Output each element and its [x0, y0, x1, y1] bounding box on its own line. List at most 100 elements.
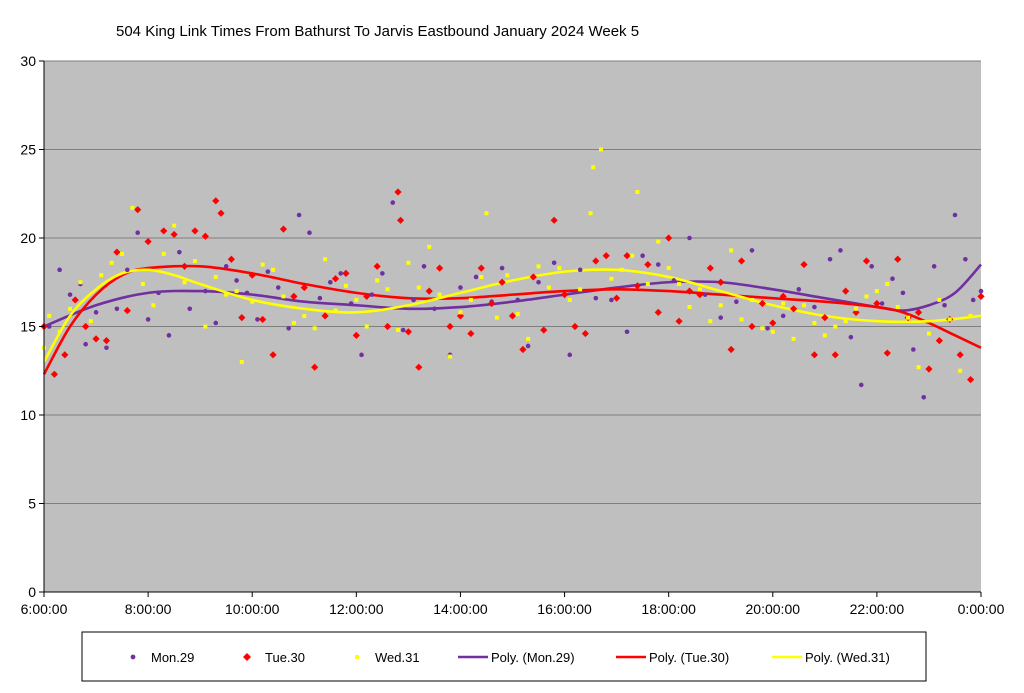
legend-item-mon: Mon.29	[130, 650, 194, 665]
data-point-wed-31	[172, 223, 177, 228]
data-point-wed-31	[874, 289, 879, 294]
data-point-tue-30	[966, 376, 975, 384]
data-point-tue-30	[925, 365, 933, 373]
data-point-tue-30	[180, 262, 189, 270]
data-point-tue-30	[842, 287, 850, 295]
data-point-mon-29	[577, 267, 583, 273]
legend-item-wed: Wed.31	[355, 650, 420, 665]
data-point-mon-29	[687, 235, 692, 241]
data-point-tue-30	[779, 292, 787, 301]
data-point-wed-31	[864, 294, 869, 299]
data-point-tue-30	[467, 329, 475, 338]
data-point-wed-31	[666, 266, 671, 271]
data-point-wed-31	[468, 297, 473, 302]
data-point-tue-30	[134, 206, 142, 214]
data-point-mon-29	[432, 306, 437, 312]
data-point-wed-31	[718, 303, 723, 308]
data-point-tue-30	[123, 306, 131, 315]
data-point-mon-29	[317, 295, 323, 301]
data-point-wed-31	[448, 354, 453, 359]
data-point-tue-30	[50, 370, 59, 378]
data-point-tue-30	[560, 291, 569, 299]
data-point-tue-30	[488, 299, 496, 308]
legend-marker-mon	[130, 654, 136, 660]
data-point-wed-31	[802, 303, 807, 308]
data-point-tue-30	[373, 262, 381, 270]
data-point-mon-29	[640, 253, 645, 258]
data-point-wed-31	[854, 306, 859, 311]
data-point-wed-31	[968, 313, 973, 318]
x-tick-label: 8:00:00	[125, 601, 172, 617]
data-point-mon-29	[780, 313, 786, 319]
data-point-mon-29	[156, 290, 161, 296]
data-point-wed-31	[677, 282, 682, 287]
data-point-wed-31	[250, 299, 255, 304]
data-point-tue-30	[540, 326, 548, 334]
data-point-mon-29	[931, 264, 937, 269]
x-tick-label: 18:00:00	[641, 601, 696, 617]
data-point-wed-31	[192, 259, 197, 264]
data-point-tue-30	[396, 216, 405, 224]
data-point-wed-31	[354, 297, 359, 302]
data-point-wed-31	[505, 273, 510, 278]
data-point-mon-29	[348, 301, 354, 306]
data-point-mon-29	[838, 248, 843, 253]
x-tick-label: 22:00:00	[850, 601, 905, 617]
data-point-mon-29	[244, 290, 250, 296]
data-point-wed-31	[645, 282, 650, 287]
data-point-tue-30	[592, 257, 600, 265]
data-point-mon-29	[390, 200, 396, 205]
data-point-mon-29	[734, 299, 739, 305]
data-point-wed-31	[68, 306, 73, 311]
data-point-tue-30	[758, 299, 766, 308]
data-point-tue-30	[352, 331, 360, 339]
tick-layer: 0 5 10 15 20 25 30 6:00:00 8:00:00 10:00:00 12:00:…	[20, 53, 1004, 617]
data-point-mon-29	[749, 248, 755, 253]
data-point-tue-30	[706, 264, 714, 272]
data-point-wed-31	[161, 251, 166, 256]
data-point-wed-31	[343, 283, 348, 288]
data-point-wed-31	[203, 324, 208, 329]
y-tick-label: 20	[20, 230, 36, 246]
data-point-tue-30	[300, 283, 308, 292]
data-point-wed-31	[697, 287, 702, 292]
data-point-mon-29	[307, 230, 312, 235]
data-point-mon-29	[421, 264, 427, 269]
data-point-wed-31	[708, 319, 713, 324]
data-point-wed-31	[588, 211, 593, 216]
data-point-mon-29	[952, 212, 958, 218]
data-point-wed-31	[619, 267, 624, 272]
data-point-wed-31	[687, 305, 692, 310]
data-point-wed-31	[567, 297, 572, 302]
data-point-tue-30	[613, 294, 621, 302]
data-point-wed-31	[291, 320, 296, 325]
data-point-tue-30	[201, 232, 209, 240]
data-point-mon-29	[848, 334, 854, 340]
data-point-mon-29	[671, 278, 677, 283]
data-point-wed-31	[271, 267, 276, 272]
data-point-tue-30	[685, 287, 694, 295]
data-point-mon-29	[551, 260, 557, 266]
legend-item-tue: Tue.30	[243, 650, 305, 665]
data-point-mon-29	[114, 306, 120, 312]
data-point-mon-29	[458, 285, 463, 290]
data-point-mon-29	[203, 288, 208, 294]
data-point-wed-31	[437, 292, 442, 297]
legend-label-poly-wed: Poly. (Wed.31)	[805, 650, 890, 665]
data-point-mon-29	[536, 279, 541, 285]
data-point-wed-31	[479, 274, 484, 279]
data-point-wed-31	[926, 331, 931, 336]
x-tick-label: 20:00:00	[746, 601, 801, 617]
data-point-wed-31	[395, 328, 400, 333]
data-point-tue-30	[212, 197, 220, 205]
data-point-wed-31	[885, 282, 890, 287]
data-point-tue-30	[92, 335, 100, 343]
data-point-wed-31	[88, 319, 93, 324]
y-tick-label: 0	[28, 584, 36, 600]
data-point-mon-29	[718, 315, 724, 320]
data-point-tue-30	[82, 322, 90, 331]
data-point-mon-29	[593, 295, 599, 301]
legend-label-poly-tue: Poly. (Tue.30)	[649, 650, 729, 665]
data-point-tue-30	[675, 317, 683, 325]
data-point-tue-30	[279, 225, 288, 233]
